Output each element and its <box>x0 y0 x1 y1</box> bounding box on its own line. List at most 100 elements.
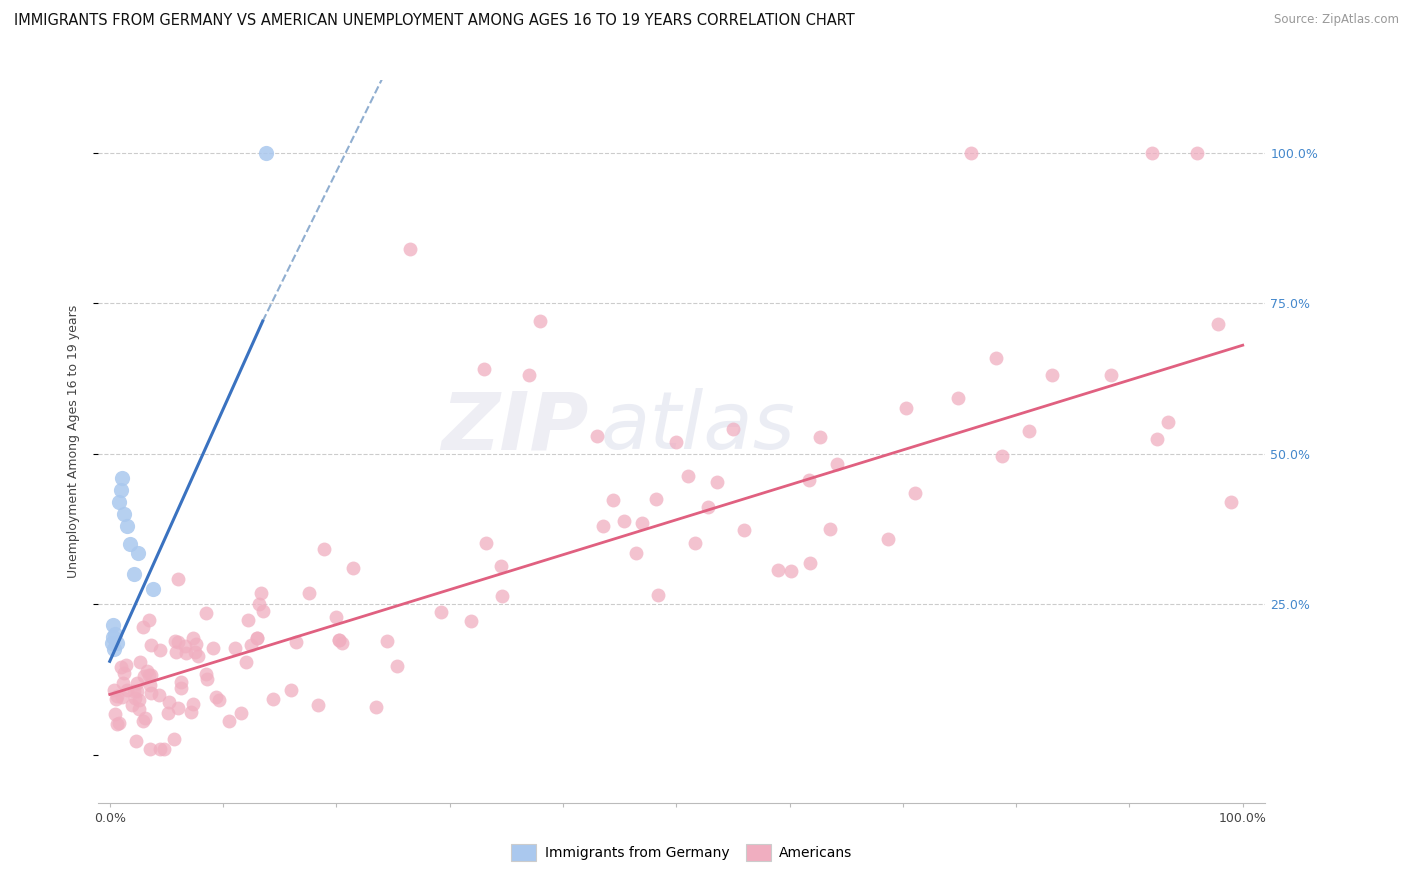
Y-axis label: Unemployment Among Ages 16 to 19 years: Unemployment Among Ages 16 to 19 years <box>67 305 80 578</box>
Point <box>138 678 160 692</box>
Point <box>124 691 146 706</box>
Point <box>111 690 134 704</box>
Point <box>195 673 218 687</box>
Point <box>132 620 155 634</box>
Point <box>904 486 927 500</box>
Point <box>125 683 148 698</box>
Point <box>149 741 172 756</box>
Point <box>298 586 321 600</box>
Point <box>328 632 350 647</box>
Point <box>986 351 1008 366</box>
Point <box>180 705 202 719</box>
Point <box>138 613 160 627</box>
Point <box>139 638 162 652</box>
Point <box>247 597 270 611</box>
Point <box>170 674 193 689</box>
Point <box>127 676 149 690</box>
Point <box>342 560 364 574</box>
Point <box>167 701 190 715</box>
Point <box>529 314 551 328</box>
Point <box>472 362 495 376</box>
Point <box>399 242 422 256</box>
Point <box>474 536 496 550</box>
Text: atlas: atlas <box>600 388 794 467</box>
Point <box>122 567 145 582</box>
Point <box>149 643 172 657</box>
Point <box>624 546 647 560</box>
Point <box>132 669 155 683</box>
Point <box>491 589 513 603</box>
Point <box>194 607 217 621</box>
Point <box>330 636 353 650</box>
Point <box>111 471 134 485</box>
Point <box>163 731 186 746</box>
Point <box>139 667 162 681</box>
Point <box>894 401 917 416</box>
Point <box>112 676 135 690</box>
Point <box>697 500 720 514</box>
Point <box>236 613 259 627</box>
Point <box>946 392 969 406</box>
Point <box>780 564 803 578</box>
Point <box>125 734 148 748</box>
Point <box>157 706 180 720</box>
Point <box>328 633 350 648</box>
Point <box>586 428 609 442</box>
Point <box>254 145 277 160</box>
Point <box>307 698 329 713</box>
Point <box>208 693 231 707</box>
Point <box>115 682 138 697</box>
Point <box>142 582 165 596</box>
Point <box>733 523 755 537</box>
Point <box>131 714 153 728</box>
Point <box>104 627 127 641</box>
Point <box>201 641 224 656</box>
Point <box>114 666 136 681</box>
Point <box>613 514 636 528</box>
Point <box>240 638 263 652</box>
Point <box>120 537 142 551</box>
Point <box>163 634 186 648</box>
Point <box>110 483 132 497</box>
Point <box>174 646 197 660</box>
Text: ZIP: ZIP <box>441 388 589 467</box>
Point <box>167 572 190 586</box>
Point <box>103 682 125 697</box>
Point <box>138 668 160 682</box>
Point <box>1099 368 1122 382</box>
Point <box>262 692 284 706</box>
Point <box>181 631 204 645</box>
Point <box>959 145 981 160</box>
Point <box>252 603 274 617</box>
Point <box>115 519 138 533</box>
Point <box>517 368 540 383</box>
Point <box>1140 145 1163 160</box>
Point <box>229 706 252 721</box>
Point <box>797 473 820 487</box>
Point <box>683 536 706 550</box>
Point <box>827 457 849 471</box>
Point <box>246 632 269 646</box>
Point <box>630 516 652 530</box>
Point <box>166 635 188 649</box>
Point <box>110 660 132 674</box>
Point <box>877 532 900 546</box>
Point <box>325 610 347 624</box>
Point <box>114 507 136 521</box>
Point <box>107 716 129 731</box>
Point <box>204 690 226 704</box>
Point <box>224 640 246 655</box>
Point <box>129 655 152 669</box>
Point <box>165 645 187 659</box>
Point <box>1187 145 1209 160</box>
Point <box>280 682 302 697</box>
Point <box>101 636 124 650</box>
Point <box>141 686 163 700</box>
Point <box>644 491 666 506</box>
Point <box>766 562 789 576</box>
Point <box>375 633 398 648</box>
Point <box>364 700 387 714</box>
Point <box>1157 415 1180 429</box>
Point <box>157 695 180 709</box>
Point <box>115 657 138 672</box>
